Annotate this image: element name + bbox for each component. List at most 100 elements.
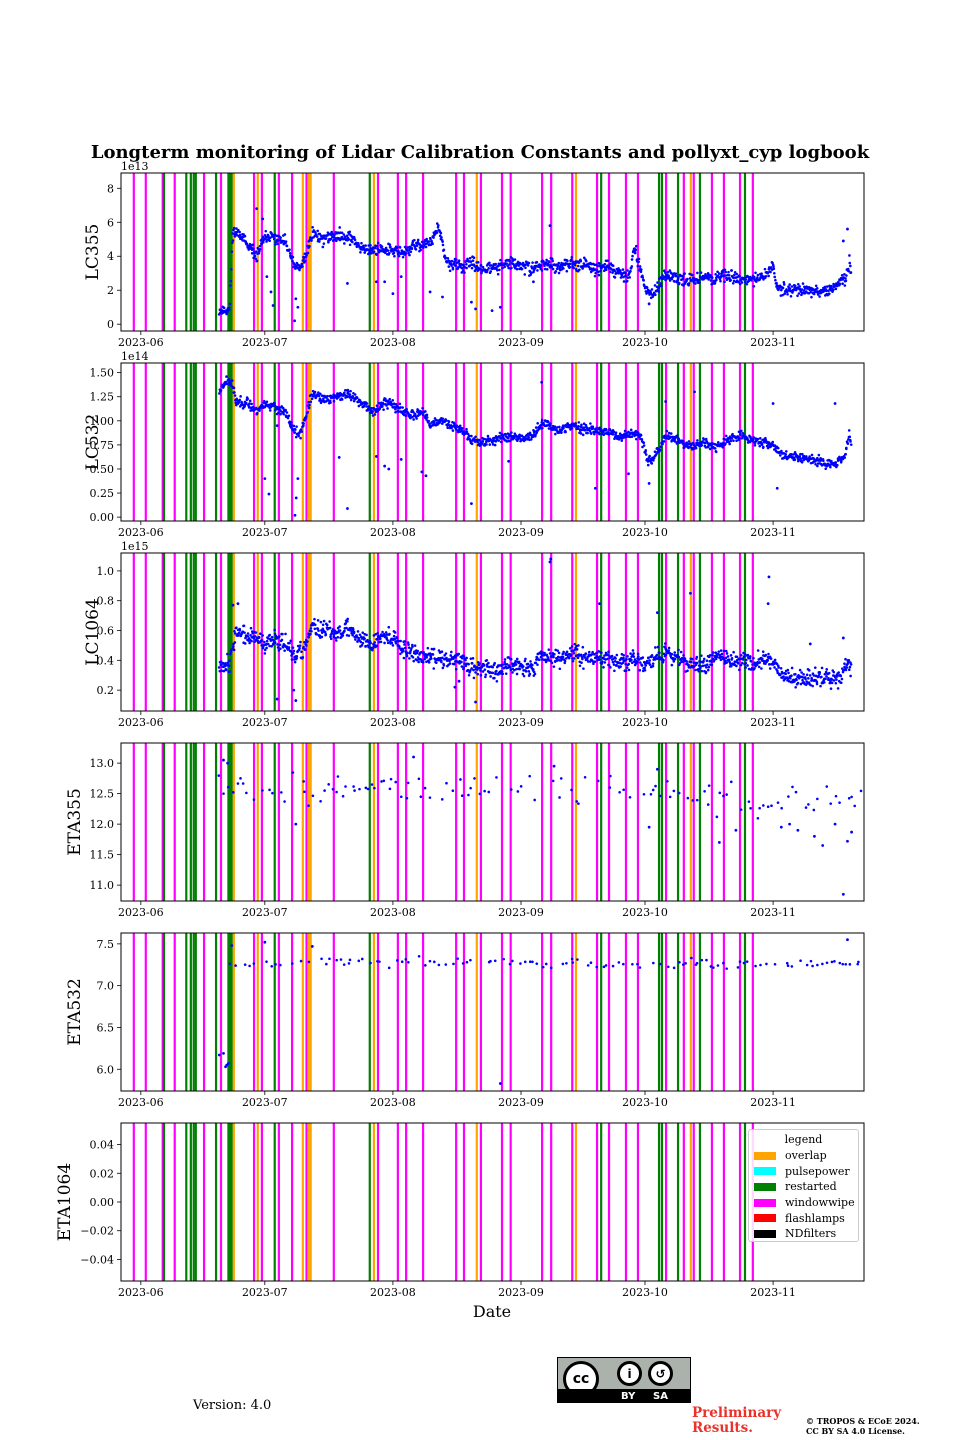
data-point — [259, 632, 262, 636]
data-point — [479, 267, 482, 271]
data-point — [814, 463, 817, 466]
data-point — [270, 635, 274, 639]
data-point — [470, 667, 473, 670]
data-point — [514, 659, 517, 663]
data-point — [425, 237, 428, 241]
data-point — [533, 430, 537, 433]
data-point — [760, 443, 764, 447]
data-point — [415, 658, 419, 662]
data-point — [815, 682, 819, 686]
data-point — [608, 270, 612, 274]
data-point — [735, 439, 738, 443]
data-point — [290, 424, 294, 427]
data-point — [261, 634, 264, 637]
data-point — [378, 960, 381, 963]
data-point — [723, 280, 726, 284]
data-point — [303, 790, 306, 794]
data-point — [220, 383, 224, 387]
data-point — [379, 640, 383, 644]
data-point — [357, 959, 361, 963]
data-point — [237, 228, 240, 232]
data-point — [535, 962, 539, 965]
data-point — [514, 663, 518, 666]
data-point — [807, 677, 810, 680]
data-point — [812, 808, 816, 812]
data-point — [698, 281, 701, 284]
data-point — [571, 659, 575, 663]
data-point — [331, 628, 335, 631]
data-point — [493, 443, 497, 447]
data-point — [540, 380, 544, 384]
data-point — [636, 660, 639, 664]
data-point — [222, 1051, 225, 1055]
data-point — [648, 454, 651, 458]
data-point — [729, 780, 733, 784]
data-point — [407, 960, 410, 964]
data-point — [479, 673, 483, 677]
data-point — [639, 270, 643, 274]
data-point — [246, 634, 250, 638]
data-point — [543, 264, 546, 268]
data-point — [776, 446, 780, 450]
data-point — [387, 467, 391, 471]
x-tick-label: 2023-06 — [118, 1096, 164, 1109]
y-axis-label: LC532 — [83, 414, 103, 471]
data-point — [243, 631, 246, 634]
data-point — [327, 783, 330, 786]
y-axis-label: ETA1064 — [55, 1163, 75, 1241]
data-point — [293, 513, 297, 517]
data-point — [846, 227, 849, 231]
data-point — [365, 633, 368, 637]
data-point — [406, 641, 410, 644]
data-point — [419, 795, 423, 798]
legend-label: overlap — [785, 1149, 827, 1163]
data-point — [601, 660, 604, 663]
x-tick-label: 2023-07 — [242, 1286, 288, 1299]
data-point — [336, 635, 340, 639]
data-point — [464, 432, 468, 435]
data-point — [581, 267, 584, 270]
data-point — [488, 261, 491, 265]
data-point — [295, 425, 298, 428]
data-point — [460, 665, 464, 668]
data-point — [736, 662, 740, 665]
data-point — [252, 256, 255, 260]
data-point — [275, 697, 279, 701]
data-point — [565, 650, 569, 654]
data-point — [553, 425, 557, 428]
data-point — [296, 644, 300, 648]
data-point — [424, 410, 427, 413]
data-point — [373, 641, 377, 644]
data-point — [365, 405, 368, 408]
data-point — [637, 260, 641, 264]
data-point — [732, 439, 735, 443]
data-point — [631, 649, 635, 652]
data-point — [787, 671, 790, 675]
data-point — [818, 671, 822, 674]
data-point — [782, 283, 786, 286]
data-point — [249, 243, 253, 247]
data-point — [316, 619, 320, 622]
data-point — [691, 657, 694, 661]
data-point — [499, 672, 502, 675]
data-point — [681, 439, 685, 443]
data-point — [514, 264, 518, 268]
data-point — [310, 629, 313, 633]
data-point — [556, 649, 560, 652]
data-point — [238, 398, 241, 402]
x-tick-label: 2023-11 — [750, 526, 796, 539]
data-point — [581, 433, 585, 437]
data-point — [844, 279, 848, 283]
data-point — [724, 270, 727, 274]
data-point — [508, 665, 512, 669]
data-point — [781, 293, 784, 297]
data-point — [781, 286, 785, 290]
data-point — [768, 667, 772, 670]
data-point — [285, 411, 289, 414]
data-point — [335, 790, 338, 794]
data-point — [395, 636, 399, 640]
data-point — [335, 239, 338, 243]
data-point — [802, 673, 805, 676]
data-point — [285, 244, 289, 248]
data-point — [646, 463, 650, 467]
